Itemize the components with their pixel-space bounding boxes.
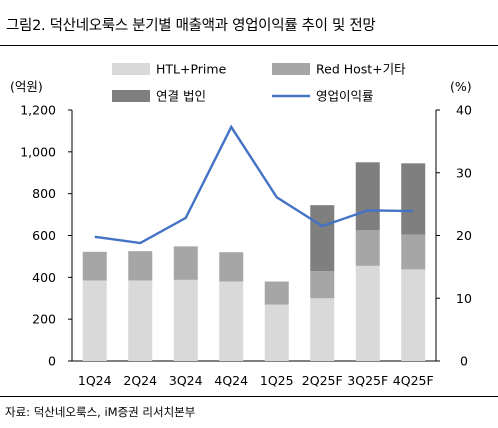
- bar-연결 법인: [355, 162, 380, 231]
- left-tick-label: 200: [32, 312, 56, 327]
- bar-Red Host+기타: [401, 234, 426, 270]
- bottom-rule: [0, 396, 498, 397]
- bar-Red Host+기타: [173, 246, 198, 280]
- bar-Red Host+기타: [355, 230, 380, 266]
- line-operating-margin: [94, 124, 414, 245]
- bar-Red Host+기타: [128, 251, 153, 281]
- left-tick-label: 1,000: [20, 144, 56, 159]
- bar-HTL+Prime: [173, 279, 198, 361]
- bar-HTL+Prime: [355, 265, 380, 361]
- legend-swatch-연결 법인: [112, 90, 150, 102]
- right-tick-label: 20: [456, 228, 472, 243]
- x-tick-label: 4Q25F: [393, 373, 434, 388]
- top-rule: [0, 45, 498, 46]
- x-tick-label: 1Q24: [78, 373, 112, 388]
- bar-HTL+Prime: [82, 280, 107, 361]
- legend-swatch-Red Host+기타: [272, 63, 310, 75]
- x-tick-label: 4Q24: [214, 373, 248, 388]
- right-axis-unit: (%): [450, 79, 472, 94]
- left-tick-label: 1,200: [20, 103, 56, 118]
- bar-HTL+Prime: [310, 298, 335, 361]
- right-tick-label: 10: [456, 291, 472, 306]
- right-tick-label: 0: [460, 354, 468, 369]
- x-tick-label: 1Q25: [260, 373, 294, 388]
- legend-swatch-HTL+Prime: [112, 63, 150, 75]
- legend-label: HTL+Prime: [156, 62, 227, 77]
- bar-Red Host+기타: [264, 281, 289, 305]
- bar-HTL+Prime: [401, 269, 426, 361]
- right-tick-label: 40: [456, 103, 472, 118]
- source-note: 자료: 덕산네오룩스, iM증권 리서치본부: [5, 405, 196, 419]
- bar-HTL+Prime: [219, 281, 244, 361]
- x-tick-label: 3Q24: [169, 373, 203, 388]
- right-tick-label: 30: [456, 165, 472, 180]
- left-tick-label: 600: [32, 228, 56, 243]
- x-tick-label: 2Q24: [123, 373, 157, 388]
- chart-svg: 0 200 400 600 800 1,000 1,200 0 10 20 30 40 (억원) (%) 1…: [10, 62, 472, 389]
- bar-연결 법인: [310, 205, 335, 272]
- legend-label: Red Host+기타: [316, 62, 406, 77]
- left-axis-unit: (억원): [10, 79, 43, 94]
- bar-연결 법인: [401, 163, 426, 235]
- bar-HTL+Prime: [264, 304, 289, 361]
- legend-label: 연결 법인: [156, 89, 206, 104]
- bar-HTL+Prime: [128, 280, 153, 361]
- figure-title: 그림2. 덕산네오룩스 분기별 매출액과 영업이익률 추이 및 전망: [6, 18, 376, 34]
- x-tick-label: 3Q25F: [347, 373, 388, 388]
- bar-Red Host+기타: [310, 271, 335, 299]
- left-tick-label: 400: [32, 270, 56, 285]
- left-tick-label: 800: [32, 186, 56, 201]
- bar-Red Host+기타: [219, 252, 244, 282]
- bar-Red Host+기타: [82, 251, 107, 281]
- x-tick-label: 2Q25F: [302, 373, 343, 388]
- legend-label: 영업이익률: [316, 89, 374, 104]
- left-tick-label: 0: [48, 354, 56, 369]
